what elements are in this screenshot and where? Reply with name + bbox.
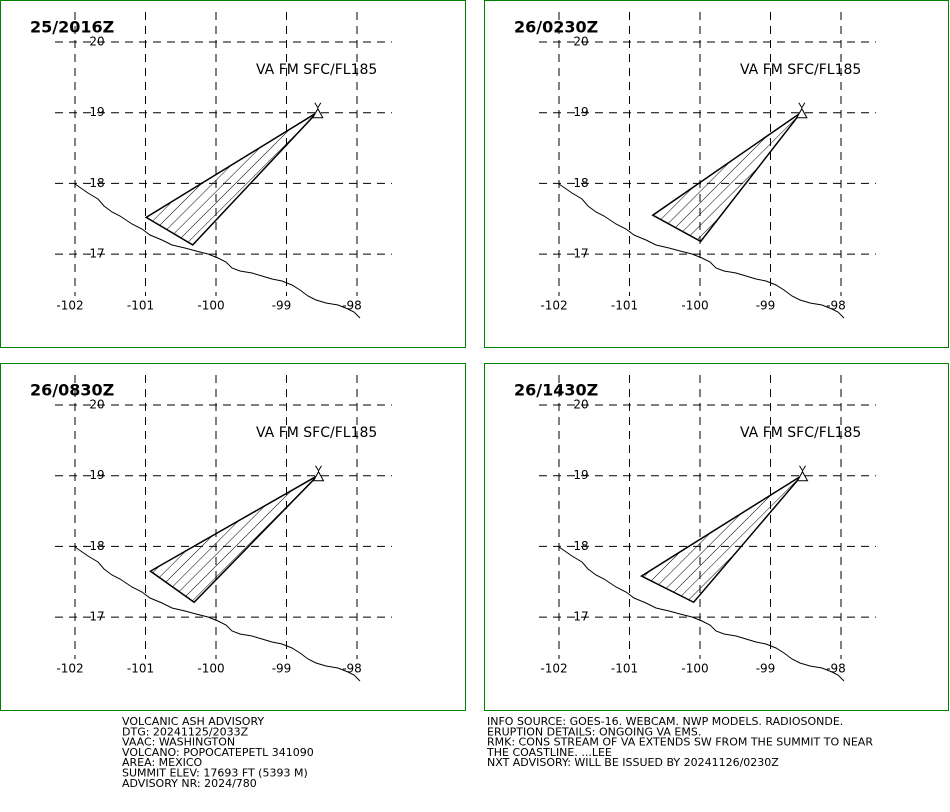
- advisory-line: ADVISORY NR: 2024/780: [122, 777, 257, 790]
- coastline: [558, 546, 845, 682]
- layer-label: VA FM SFC/FL185: [740, 62, 861, 78]
- valid-time: 26/0230Z: [514, 18, 598, 37]
- ash-area: [149, 475, 319, 604]
- valid-time: 26/0830Z: [30, 381, 114, 400]
- advisory-line: SUMMIT ELEV: 17693 FT (5393 M): [122, 767, 308, 780]
- advisory-line: VAAC: WASHINGTON: [122, 736, 235, 749]
- lon-label: -102: [540, 662, 567, 676]
- lat-label: 18: [89, 539, 104, 553]
- lon-label: -99: [272, 662, 292, 676]
- ash-area: [651, 112, 802, 243]
- advisory-line: ERUPTION DETAILS: ONGOING VA EMS.: [487, 725, 701, 738]
- lon-label: -101: [127, 299, 154, 313]
- panel-border: [0, 363, 466, 711]
- advisory-line: VOLCANO: POPOCATEPETL 341090: [122, 746, 314, 759]
- map-panel: 20 19 18 17 -102 -101 -100 -99 -98 25/2016Z VA FM …: [0, 0, 466, 348]
- lon-label: -98: [826, 299, 846, 313]
- lat-label: 20: [89, 35, 104, 49]
- lat-label: 18: [573, 539, 588, 553]
- ash-area: [639, 475, 803, 604]
- panel-border: [484, 0, 949, 348]
- lat-label: 17: [89, 247, 104, 261]
- layer-label: VA FM SFC/FL185: [256, 62, 377, 78]
- lon-label: -100: [681, 662, 708, 676]
- lon-label: -102: [540, 299, 567, 313]
- layer-label: VA FM SFC/FL185: [740, 425, 861, 441]
- lat-label: 17: [89, 610, 104, 624]
- lat-label: 18: [89, 176, 104, 190]
- coastline: [74, 183, 361, 319]
- lat-label: 19: [573, 105, 588, 119]
- volcano-plume-mark: [799, 465, 806, 472]
- panel-border: [0, 0, 466, 348]
- volcano-symbol: [795, 107, 808, 119]
- volcano-symbol: [312, 470, 325, 482]
- lat-label: 20: [573, 398, 588, 412]
- volcano-symbol: [796, 470, 809, 482]
- lat-label: 20: [573, 35, 588, 49]
- lat-label: 19: [89, 468, 104, 482]
- lon-label: -102: [56, 662, 83, 676]
- layer-label: VA FM SFC/FL185: [256, 425, 377, 441]
- coastline: [74, 546, 361, 682]
- lat-label: 19: [573, 468, 588, 482]
- lat-label: 20: [89, 398, 104, 412]
- lon-label: -98: [342, 662, 362, 676]
- valid-time: 26/1430Z: [514, 381, 598, 400]
- advisory-line: VOLCANIC ASH ADVISORY: [122, 715, 264, 728]
- lon-label: -99: [756, 662, 776, 676]
- advisory-line: THE COASTLINE. ...LEE: [486, 746, 612, 759]
- lat-label: 17: [573, 247, 588, 261]
- lon-label: -98: [826, 662, 846, 676]
- lat-label: 18: [573, 176, 588, 190]
- lon-label: -100: [197, 299, 224, 313]
- panel-border: [484, 363, 949, 711]
- lon-label: -99: [756, 299, 776, 313]
- map-panel: 20 19 18 17 -102 -101 -100 -99 -98 26/0830Z VA FM …: [0, 363, 466, 711]
- lon-label: -100: [681, 299, 708, 313]
- lon-label: -101: [611, 299, 638, 313]
- map-panel: 20 19 18 17 -102 -101 -100 -99 -98 26/1430Z VA FM …: [484, 363, 949, 711]
- volcano-plume-mark: [314, 102, 322, 109]
- coastline: [558, 183, 845, 319]
- lon-label: -98: [342, 299, 362, 313]
- lon-label: -101: [611, 662, 638, 676]
- volcano-plume-mark: [798, 102, 806, 109]
- advisory-line: AREA: MEXICO: [122, 756, 203, 769]
- lon-label: -102: [56, 299, 83, 313]
- lat-label: 17: [573, 610, 588, 624]
- advisory-line: INFO SOURCE: GOES-16. WEBCAM. NWP MODELS…: [487, 715, 843, 728]
- lon-label: -99: [272, 299, 292, 313]
- valid-time: 25/2016Z: [30, 18, 114, 37]
- lon-label: -101: [127, 662, 154, 676]
- lat-label: 19: [89, 105, 104, 119]
- volcano-plume-mark: [315, 465, 322, 472]
- map-panel: 20 19 18 17 -102 -101 -100 -99 -98 26/0230Z VA FM …: [484, 0, 949, 348]
- volcano-symbol: [311, 107, 324, 119]
- advisory-line: NXT ADVISORY: WILL BE ISSUED BY 20241126…: [487, 756, 779, 769]
- advisory-line: DTG: 20241125/2033Z: [122, 725, 249, 738]
- ash-area: [144, 112, 318, 246]
- lon-label: -100: [197, 662, 224, 676]
- advisory-line: RMK: CONS STREAM OF VA EXTENDS SW FROM T…: [487, 736, 873, 749]
